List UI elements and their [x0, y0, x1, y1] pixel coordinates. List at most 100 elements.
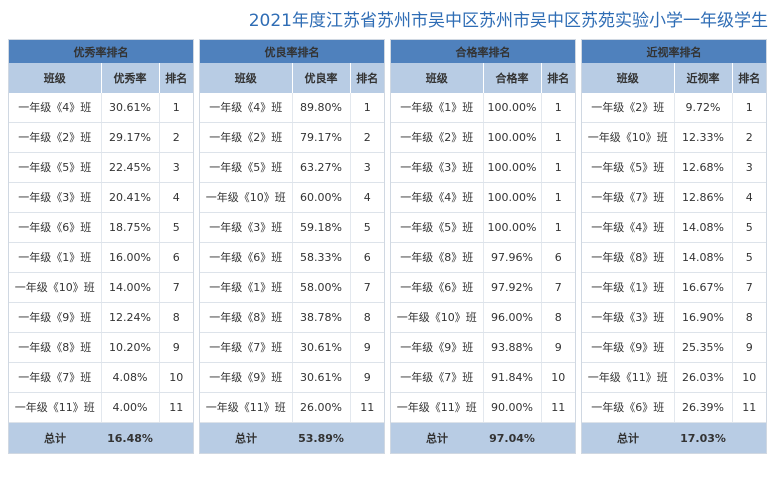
rank-cell: 5 — [159, 212, 194, 243]
rank-cell: 9 — [541, 332, 576, 363]
rate-cell: 26.03% — [674, 362, 733, 393]
ranking-table: 优良率排名 班级 优良率 排名 一年级《4》班 89.80% 1 一年级《2》班 79.… — [200, 40, 385, 453]
pass-rate-panel: 合格率排名 班级 合格率 排名 一年级《1》班 100.00% 1 一年级《2》班 10… — [390, 39, 576, 454]
table-row: 一年级《10》班 60.00% 4 — [200, 182, 385, 213]
rate-cell: 30.61% — [292, 332, 351, 363]
col-rate-header: 近视率 — [674, 63, 733, 93]
table-row: 一年级《4》班 14.08% 5 — [582, 212, 767, 243]
table-row: 一年级《11》班 90.00% 11 — [391, 392, 576, 423]
class-name-cell: 一年级《5》班 — [582, 152, 675, 183]
class-name-cell: 一年级《9》班 — [200, 362, 293, 393]
class-name-cell: 一年级《7》班 — [582, 182, 675, 213]
rank-cell: 9 — [732, 332, 767, 363]
table-row: 一年级《11》班 26.00% 11 — [200, 392, 385, 423]
rank-cell: 5 — [732, 242, 767, 273]
rate-cell: 12.33% — [674, 122, 733, 153]
table-row: 一年级《3》班 20.41% 4 — [9, 182, 194, 213]
total-label: 总计 — [9, 422, 101, 453]
class-name-cell: 一年级《2》班 — [9, 122, 102, 153]
rate-cell: 79.17% — [292, 122, 351, 153]
table-row: 一年级《4》班 89.80% 1 — [200, 93, 385, 123]
total-value: 16.48% — [101, 422, 159, 453]
total-rank-empty — [159, 422, 194, 453]
rate-cell: 60.00% — [292, 182, 351, 213]
rank-cell: 1 — [732, 93, 767, 123]
table-row: 一年级《6》班 26.39% 11 — [582, 392, 767, 423]
rank-cell: 3 — [159, 152, 194, 183]
rate-cell: 58.33% — [292, 242, 351, 273]
class-name-cell: 一年级《5》班 — [391, 212, 484, 243]
table-row: 一年级《9》班 25.35% 9 — [582, 332, 767, 363]
total-label: 总计 — [391, 422, 483, 453]
class-name-cell: 一年级《11》班 — [391, 392, 484, 423]
class-name-cell: 一年级《10》班 — [9, 272, 102, 303]
rate-cell: 18.75% — [101, 212, 160, 243]
rank-cell: 5 — [732, 212, 767, 243]
rate-cell: 16.67% — [674, 272, 733, 303]
class-name-cell: 一年级《3》班 — [200, 212, 293, 243]
class-name-cell: 一年级《11》班 — [9, 392, 102, 423]
col-rank-header: 排名 — [159, 63, 194, 93]
rank-cell: 11 — [541, 392, 576, 423]
rate-cell: 100.00% — [483, 182, 542, 213]
rank-cell: 1 — [541, 212, 576, 243]
panel-heading: 近视率排名 — [582, 40, 767, 63]
table-row: 一年级《4》班 30.61% 1 — [9, 93, 194, 123]
rate-cell: 26.00% — [292, 392, 351, 423]
table-row: 一年级《2》班 100.00% 1 — [391, 122, 576, 153]
rank-cell: 8 — [732, 302, 767, 333]
rank-cell: 4 — [732, 182, 767, 213]
class-name-cell: 一年级《1》班 — [582, 272, 675, 303]
rank-cell: 1 — [350, 93, 385, 123]
table-row: 一年级《1》班 16.67% 7 — [582, 272, 767, 303]
class-name-cell: 一年级《3》班 — [9, 182, 102, 213]
class-name-cell: 一年级《1》班 — [200, 272, 293, 303]
class-name-cell: 一年级《3》班 — [582, 302, 675, 333]
rate-cell: 100.00% — [483, 93, 542, 123]
rank-cell: 4 — [159, 182, 194, 213]
class-name-cell: 一年级《10》班 — [391, 302, 484, 333]
rate-cell: 91.84% — [483, 362, 542, 393]
rank-cell: 3 — [350, 152, 385, 183]
col-rate-header: 合格率 — [483, 63, 542, 93]
col-rate-header: 优良率 — [292, 63, 351, 93]
rank-cell: 1 — [159, 93, 194, 123]
rank-cell: 2 — [350, 122, 385, 153]
rank-cell: 11 — [350, 392, 385, 423]
rate-cell: 9.72% — [674, 93, 733, 123]
col-class-header: 班级 — [391, 63, 484, 93]
rate-cell: 96.00% — [483, 302, 542, 333]
rank-cell: 10 — [159, 362, 194, 393]
class-name-cell: 一年级《4》班 — [9, 93, 102, 123]
class-name-cell: 一年级《1》班 — [391, 93, 484, 123]
page-title: 2021年度江苏省苏州市吴中区苏州市吴中区苏苑实验小学一年级学生 — [248, 11, 768, 31]
table-row: 一年级《5》班 12.68% 3 — [582, 152, 767, 183]
table-row: 一年级《1》班 16.00% 6 — [9, 242, 194, 273]
panel-heading: 合格率排名 — [391, 40, 576, 63]
class-name-cell: 一年级《6》班 — [391, 272, 484, 303]
ranking-table: 优秀率排名 班级 优秀率 排名 一年级《4》班 30.61% 1 一年级《2》班 29.… — [9, 40, 194, 453]
rate-cell: 59.18% — [292, 212, 351, 243]
excellent-rate-panel: 优秀率排名 班级 优秀率 排名 一年级《4》班 30.61% 1 一年级《2》班 29.… — [8, 39, 194, 454]
table-row: 一年级《8》班 14.08% 5 — [582, 242, 767, 273]
total-label: 总计 — [200, 422, 292, 453]
class-name-cell: 一年级《4》班 — [391, 182, 484, 213]
col-rank-header: 排名 — [732, 63, 767, 93]
table-row: 一年级《11》班 4.00% 11 — [9, 392, 194, 423]
table-row: 一年级《2》班 9.72% 1 — [582, 93, 767, 123]
table-row: 一年级《3》班 100.00% 1 — [391, 152, 576, 183]
rank-cell: 7 — [732, 272, 767, 303]
rank-cell: 2 — [159, 122, 194, 153]
total-value: 17.03% — [674, 422, 732, 453]
total-label: 总计 — [582, 422, 674, 453]
rank-cell: 6 — [159, 242, 194, 273]
class-name-cell: 一年级《7》班 — [200, 332, 293, 363]
rate-cell: 100.00% — [483, 152, 542, 183]
rate-cell: 90.00% — [483, 392, 542, 423]
rank-cell: 10 — [732, 362, 767, 393]
rank-cell: 8 — [159, 302, 194, 333]
col-class-header: 班级 — [9, 63, 102, 93]
table-row: 一年级《8》班 97.96% 6 — [391, 242, 576, 273]
table-row: 一年级《7》班 91.84% 10 — [391, 362, 576, 393]
rank-cell: 3 — [732, 152, 767, 183]
